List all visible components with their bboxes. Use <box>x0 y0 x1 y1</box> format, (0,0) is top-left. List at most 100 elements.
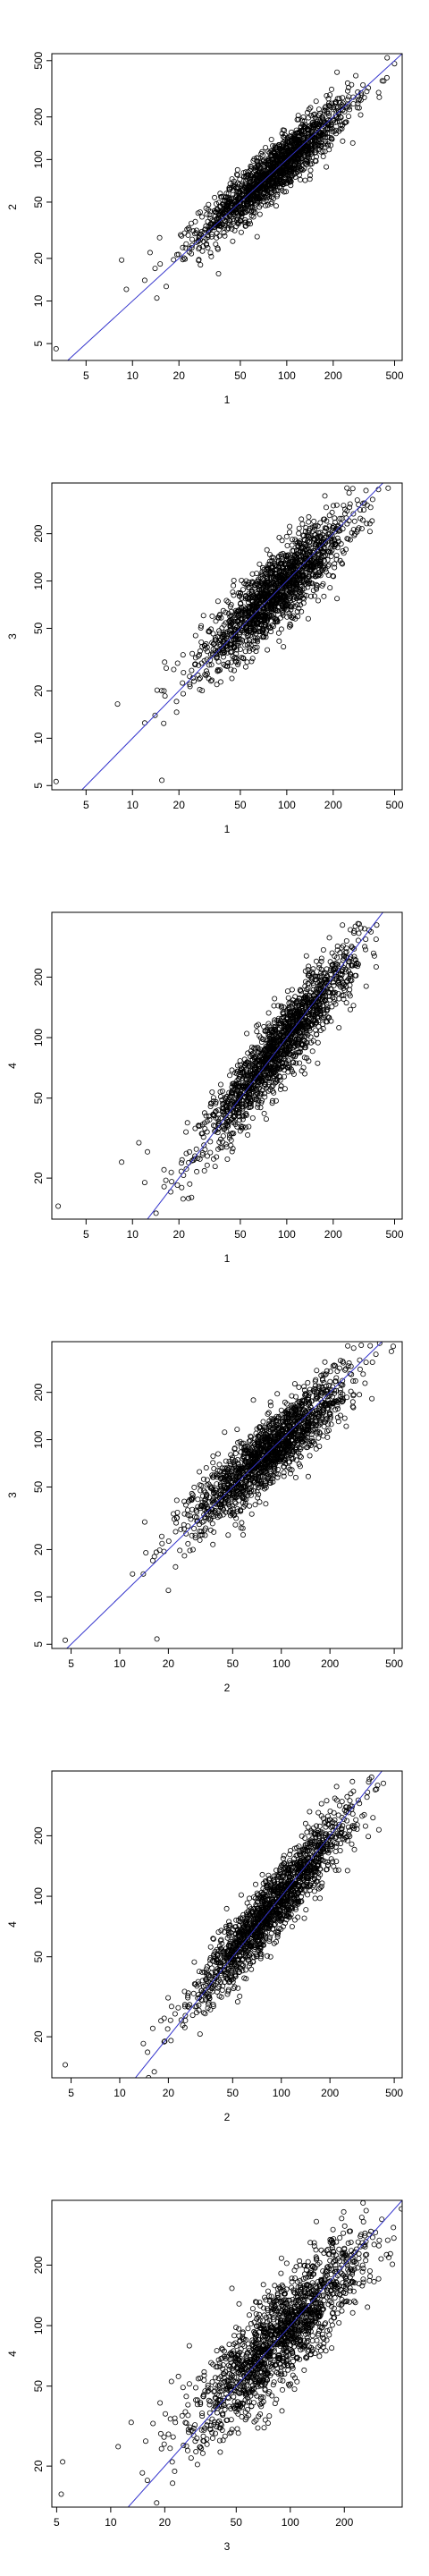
data-point <box>262 590 268 597</box>
data-point <box>245 208 251 214</box>
data-point <box>119 1159 125 1165</box>
data-point <box>161 1183 167 1190</box>
data-point <box>332 989 339 996</box>
data-point <box>263 588 269 594</box>
data-point <box>313 1027 319 1033</box>
data-point <box>199 688 206 694</box>
data-point <box>325 572 332 578</box>
data-point <box>366 85 372 91</box>
data-point <box>161 688 167 694</box>
data-point <box>220 654 226 660</box>
data-point <box>269 1060 275 1066</box>
data-point <box>253 616 259 623</box>
data-point <box>308 113 315 119</box>
data-point <box>242 664 248 670</box>
data-point <box>276 638 282 644</box>
data-point <box>253 648 259 655</box>
data-point <box>190 228 197 234</box>
data-point <box>346 94 352 100</box>
data-point <box>249 187 256 193</box>
data-point <box>189 244 195 250</box>
data-point <box>250 209 257 216</box>
data-point <box>266 1035 273 1041</box>
data-point <box>242 621 248 627</box>
data-point <box>238 210 244 216</box>
data-point <box>301 1002 307 1008</box>
data-point <box>242 648 248 655</box>
data-point <box>180 652 186 658</box>
data-point <box>248 597 255 604</box>
data-point <box>231 183 238 190</box>
data-point <box>214 654 220 660</box>
data-point <box>262 616 268 623</box>
data-point <box>242 223 248 229</box>
y-tick-label: 20 <box>32 684 45 697</box>
data-point <box>307 173 313 179</box>
data-point <box>279 1047 285 1054</box>
data-point <box>255 161 261 167</box>
data-point <box>279 538 285 544</box>
data-point <box>187 1547 193 1554</box>
data-point <box>227 648 233 655</box>
data-point <box>239 606 245 612</box>
data-point <box>366 529 373 535</box>
data-point <box>187 674 193 680</box>
data-point <box>286 610 292 616</box>
data-point <box>215 667 222 674</box>
data-point <box>230 1090 236 1097</box>
data-point <box>180 257 186 263</box>
data-point <box>152 712 158 718</box>
data-point <box>273 606 279 613</box>
data-point <box>305 147 311 153</box>
data-point <box>353 72 359 79</box>
data-point <box>301 165 307 172</box>
data-point <box>254 597 260 603</box>
data-point <box>158 688 164 694</box>
y-tick-label: 100 <box>32 572 45 589</box>
data-point <box>257 561 263 567</box>
data-point <box>285 134 291 140</box>
data-point <box>197 1156 203 1162</box>
data-point <box>251 1076 257 1082</box>
data-point <box>290 597 297 603</box>
data-point <box>114 701 121 708</box>
data-point <box>299 521 306 527</box>
data-point <box>266 182 273 189</box>
data-point <box>299 593 305 599</box>
data-point <box>257 1035 264 1041</box>
data-point <box>254 164 260 170</box>
data-point <box>296 530 302 537</box>
data-point <box>309 969 315 975</box>
data-point <box>314 1031 320 1038</box>
data-point <box>332 996 338 1002</box>
data-point <box>299 1004 305 1010</box>
data-point <box>233 1090 240 1097</box>
data-point <box>184 1120 190 1126</box>
data-point <box>222 1095 228 1101</box>
y-tick-label: 5 <box>32 783 45 789</box>
data-point <box>339 992 345 998</box>
data-point <box>278 168 284 174</box>
data-point <box>224 210 231 216</box>
data-point <box>322 493 328 499</box>
y-tick-label: 100 <box>32 150 45 168</box>
data-point <box>256 177 262 183</box>
data-point <box>305 128 311 134</box>
data-point <box>153 1210 159 1216</box>
data-point <box>303 953 309 959</box>
data-point <box>317 543 324 549</box>
data-point <box>251 627 257 633</box>
data-point <box>201 1110 207 1116</box>
data-point <box>201 642 207 648</box>
data-point <box>331 117 337 123</box>
data-point <box>282 1026 288 1032</box>
data-point <box>290 547 296 554</box>
data-point <box>297 1060 303 1066</box>
data-point <box>286 583 292 589</box>
data-point <box>266 149 273 156</box>
data-point <box>237 1097 243 1104</box>
data-point <box>322 138 328 144</box>
data-point <box>247 194 253 200</box>
y-tick-label: 50 <box>32 196 45 208</box>
data-point <box>171 257 177 263</box>
